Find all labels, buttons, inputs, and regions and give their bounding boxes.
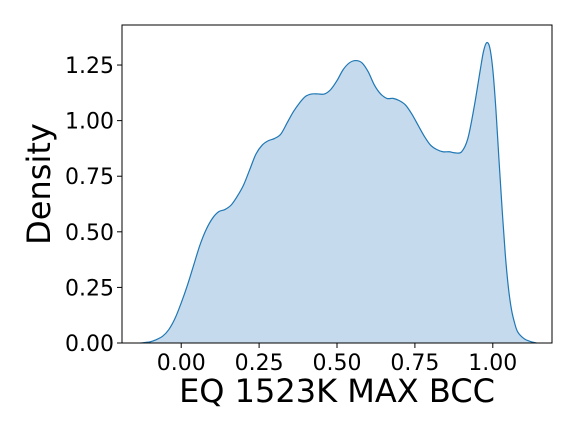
x-tick-label: 0.25	[235, 351, 284, 376]
x-axis: 0.00 0.25 0.50 0.75 1.00	[157, 343, 517, 376]
x-axis-label: EQ 1523K MAX BCC	[179, 372, 495, 410]
y-tick-label: 0.25	[65, 276, 114, 301]
density-area	[140, 42, 537, 343]
x-tick-label: 0.50	[313, 351, 362, 376]
density-line	[140, 41, 537, 344]
y-tick-label: 1.25	[65, 54, 114, 79]
y-tick-label: 0.00	[65, 332, 114, 357]
y-axis: 0.00 0.25 0.50 0.75 1.00 1.25	[65, 54, 122, 357]
x-tick-label: 0.00	[157, 351, 206, 376]
y-axis-label: Density	[20, 123, 58, 245]
y-tick-label: 0.50	[65, 221, 114, 246]
y-tick-label: 1.00	[65, 110, 114, 135]
x-tick-label: 0.75	[390, 351, 439, 376]
y-tick-label: 0.75	[65, 165, 114, 190]
x-tick-label: 1.00	[468, 351, 517, 376]
